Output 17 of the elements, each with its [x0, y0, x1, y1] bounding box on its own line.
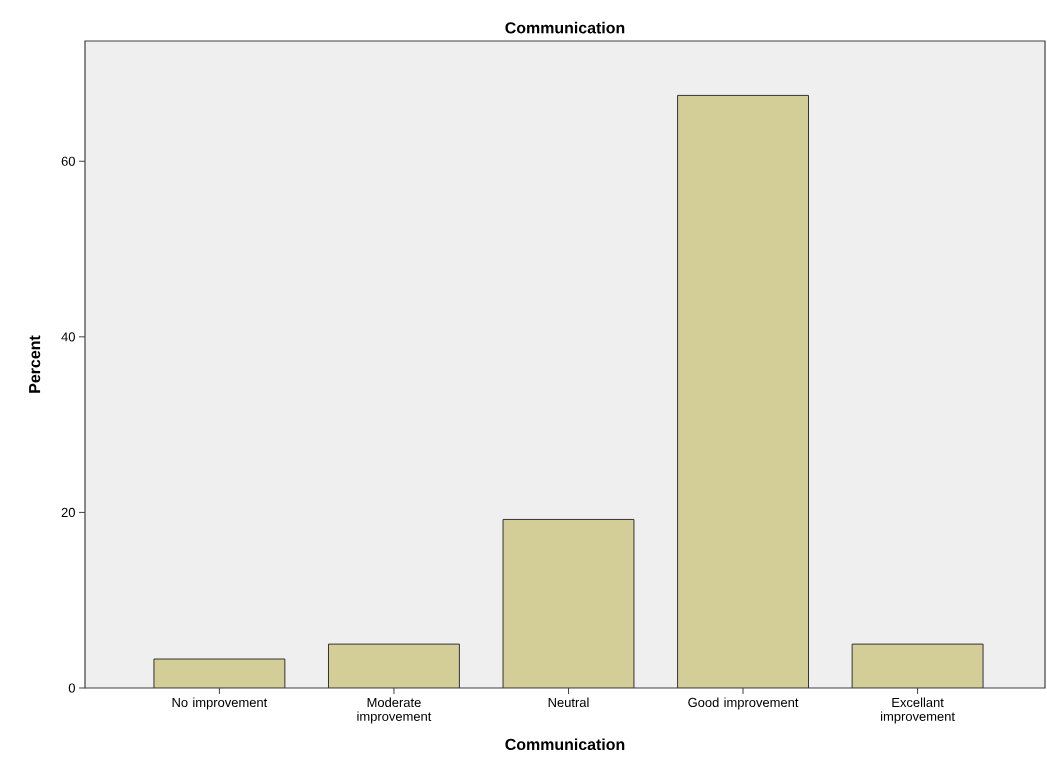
bar — [851, 643, 984, 688]
x-tick-label: Moderate improvement — [357, 697, 432, 724]
x-tick-label: Good improvement — [688, 697, 799, 710]
x-tick-label: Neutral — [548, 697, 589, 708]
x-tick-label: No improvement — [172, 697, 268, 710]
y-axis-title: Percent — [29, 335, 41, 393]
bar — [677, 94, 809, 688]
y-tick-label: 0 — [68, 683, 75, 693]
chart-title: Communication — [505, 21, 625, 34]
x-axis-title: Communication — [505, 738, 625, 751]
x-tick-label: Excellant improvement — [881, 697, 955, 724]
y-tick-label: 40 — [61, 332, 75, 342]
y-tick-label: 20 — [61, 507, 75, 518]
bar — [153, 659, 285, 688]
y-tick-label: 60 — [61, 156, 75, 166]
bar — [502, 518, 635, 688]
bar — [327, 643, 460, 688]
